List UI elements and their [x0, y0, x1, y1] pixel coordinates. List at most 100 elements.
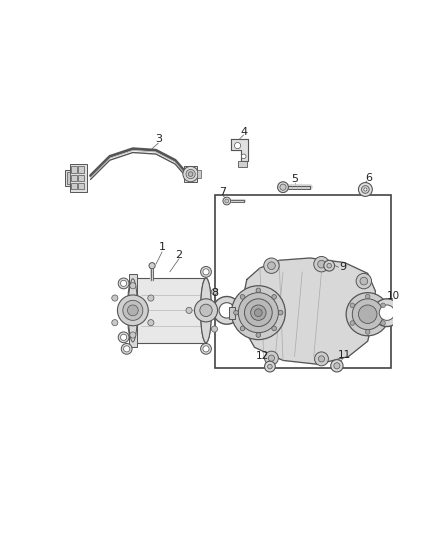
Circle shape — [278, 182, 288, 192]
Circle shape — [241, 154, 246, 159]
Circle shape — [272, 295, 276, 299]
Circle shape — [268, 262, 276, 270]
Circle shape — [127, 305, 138, 316]
Circle shape — [381, 303, 385, 308]
Bar — [78, 166, 84, 173]
Bar — [237, 161, 247, 167]
Text: 4: 4 — [240, 127, 247, 137]
Text: 2: 2 — [176, 250, 183, 260]
Circle shape — [358, 182, 372, 196]
Text: 1: 1 — [159, 242, 166, 252]
Text: 9: 9 — [339, 262, 346, 272]
Circle shape — [364, 188, 367, 191]
Polygon shape — [231, 140, 248, 161]
Bar — [229, 306, 235, 319]
Bar — [65, 170, 71, 185]
Circle shape — [318, 260, 325, 268]
Circle shape — [331, 360, 343, 372]
Circle shape — [268, 355, 275, 361]
Ellipse shape — [201, 266, 212, 277]
Bar — [71, 175, 77, 181]
Bar — [184, 166, 197, 182]
Circle shape — [212, 288, 218, 295]
Bar — [78, 183, 84, 189]
Text: 10: 10 — [387, 290, 399, 301]
Circle shape — [112, 320, 118, 326]
Circle shape — [350, 321, 355, 325]
Circle shape — [212, 326, 218, 332]
Circle shape — [379, 305, 395, 320]
Circle shape — [234, 142, 240, 149]
Ellipse shape — [121, 343, 132, 354]
Circle shape — [123, 301, 143, 320]
Circle shape — [280, 184, 286, 190]
Circle shape — [318, 356, 325, 362]
Text: 12: 12 — [256, 351, 269, 361]
Circle shape — [130, 282, 136, 289]
Circle shape — [240, 326, 245, 331]
Circle shape — [234, 310, 238, 315]
Circle shape — [256, 333, 261, 337]
Circle shape — [186, 308, 192, 313]
Circle shape — [244, 299, 272, 327]
Bar — [129, 274, 137, 346]
Circle shape — [358, 305, 377, 324]
Circle shape — [117, 295, 148, 326]
Ellipse shape — [127, 278, 138, 343]
Bar — [215, 195, 391, 368]
Circle shape — [225, 199, 229, 203]
Circle shape — [381, 321, 385, 325]
Circle shape — [188, 172, 193, 176]
Bar — [197, 170, 201, 178]
Circle shape — [240, 295, 245, 299]
Circle shape — [356, 273, 371, 289]
Circle shape — [194, 299, 218, 322]
Bar — [133, 278, 206, 343]
Bar — [71, 166, 77, 173]
Circle shape — [256, 288, 261, 293]
Circle shape — [265, 361, 276, 372]
Circle shape — [314, 256, 329, 272]
Circle shape — [365, 294, 370, 299]
Text: 3: 3 — [155, 134, 162, 144]
Text: 6: 6 — [365, 173, 372, 183]
Circle shape — [120, 334, 127, 341]
Polygon shape — [242, 258, 375, 364]
Circle shape — [183, 166, 198, 182]
Circle shape — [268, 364, 272, 369]
Circle shape — [346, 293, 389, 336]
Ellipse shape — [118, 278, 129, 289]
Circle shape — [238, 293, 279, 333]
Circle shape — [254, 309, 262, 317]
Circle shape — [324, 260, 335, 271]
Circle shape — [149, 263, 155, 269]
Circle shape — [213, 296, 240, 324]
Circle shape — [314, 352, 328, 366]
Ellipse shape — [201, 343, 212, 354]
Circle shape — [327, 263, 332, 268]
Circle shape — [360, 277, 367, 285]
Text: 8: 8 — [211, 288, 218, 298]
Circle shape — [264, 258, 279, 273]
Text: 5: 5 — [291, 174, 298, 184]
Circle shape — [223, 197, 231, 205]
Circle shape — [265, 351, 279, 365]
Circle shape — [352, 299, 383, 329]
Text: 11: 11 — [338, 350, 351, 360]
Bar — [71, 183, 77, 189]
Circle shape — [251, 305, 266, 320]
Circle shape — [124, 346, 130, 352]
Bar — [78, 175, 84, 181]
Circle shape — [148, 320, 154, 326]
Bar — [67, 172, 70, 184]
Circle shape — [279, 310, 283, 315]
Circle shape — [350, 303, 355, 308]
Circle shape — [120, 280, 127, 287]
Circle shape — [272, 326, 276, 331]
Ellipse shape — [201, 278, 212, 343]
Ellipse shape — [201, 278, 212, 343]
Circle shape — [186, 169, 195, 179]
Circle shape — [200, 304, 212, 317]
Circle shape — [219, 303, 234, 318]
Circle shape — [373, 299, 401, 327]
